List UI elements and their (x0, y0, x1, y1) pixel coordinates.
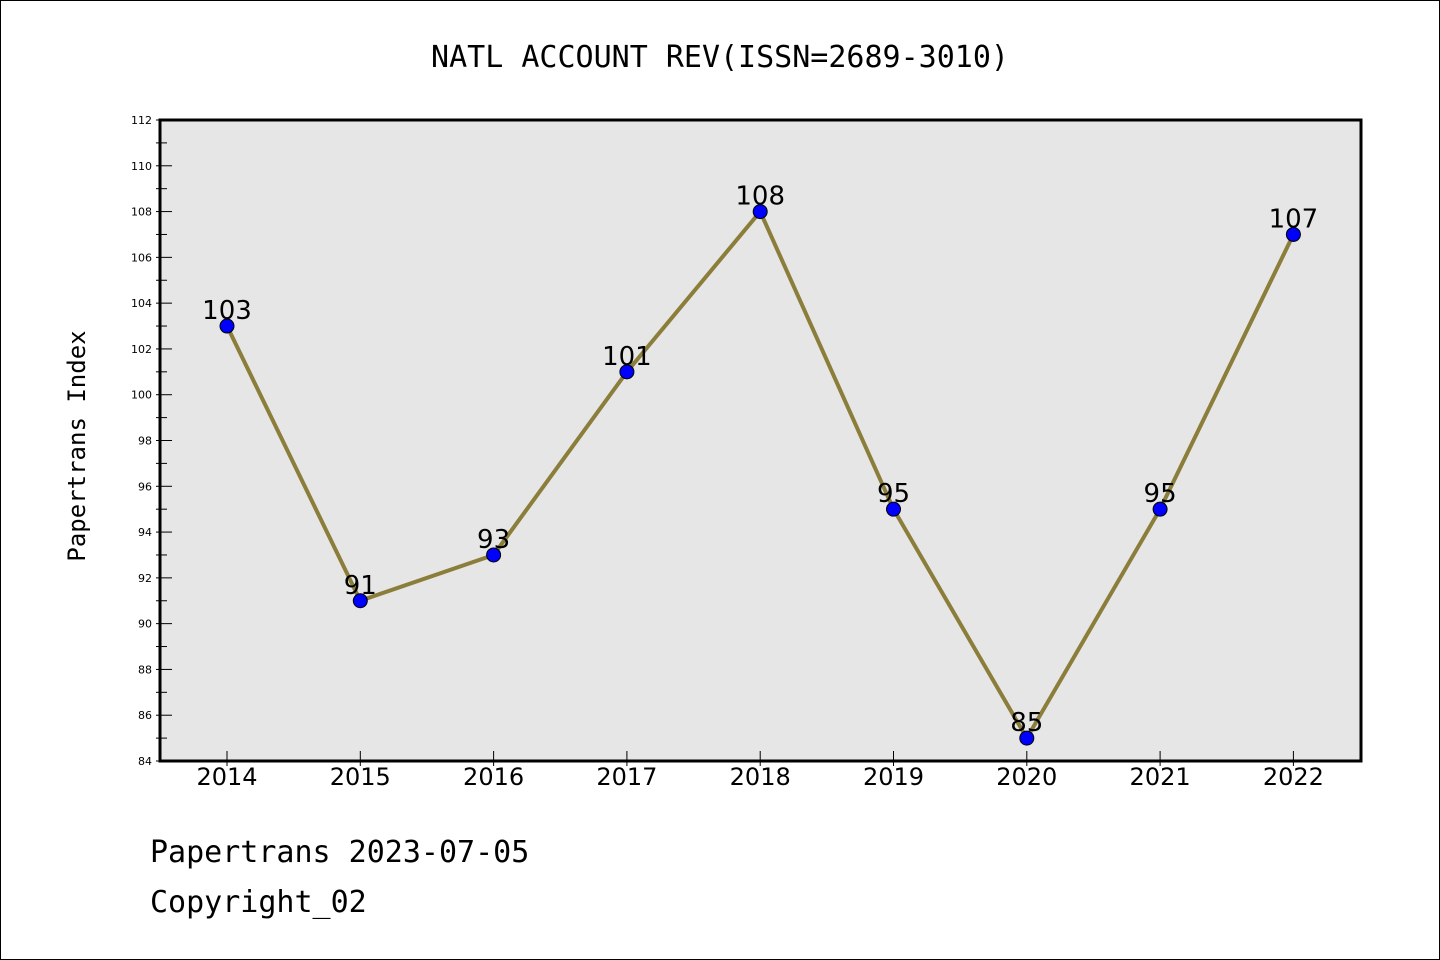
data-point (486, 547, 502, 563)
x-tick-label: 2021 (1130, 763, 1191, 791)
data-point (1285, 226, 1301, 242)
y-tick-label: 90 (138, 618, 152, 631)
data-point (1152, 501, 1168, 517)
y-tick-label: 110 (131, 160, 152, 173)
x-tick-label: 2022 (1263, 763, 1324, 791)
y-axis-ticks: 84 86 88 90 92 94 96 98 100 102 104 106 108 110 112 (131, 114, 172, 768)
x-tick-label: 2015 (330, 763, 391, 791)
y-tick-label: 106 (131, 251, 152, 264)
data-label: 91 (344, 571, 377, 601)
data-point (886, 501, 901, 517)
y-tick-label: 88 (138, 663, 152, 676)
data-label: 95 (877, 479, 910, 509)
y-tick-label: 96 (138, 480, 152, 493)
y-tick-label: 104 (131, 297, 152, 310)
y-tick-label: 112 (131, 114, 152, 127)
y-tick-label: 108 (131, 206, 152, 219)
data-label: 85 (1010, 708, 1043, 738)
y-tick-label: 92 (138, 572, 152, 585)
y-tick-label: 94 (138, 526, 152, 539)
y-tick-label: 100 (131, 389, 152, 402)
data-label: 95 (1144, 479, 1177, 509)
data-point (219, 318, 235, 334)
footer-copyright: Copyright_02 (150, 885, 367, 920)
y-tick-label: 84 (138, 755, 152, 768)
data-point (1019, 730, 1035, 746)
data-label: 103 (202, 296, 252, 326)
data-labels: 103 91 93 101 108 95 85 95 107 (202, 182, 1318, 739)
x-tick-label: 2019 (863, 763, 924, 791)
data-label: 108 (735, 182, 785, 212)
y-tick-label: 102 (131, 343, 152, 356)
data-point (752, 204, 768, 220)
series-group (219, 204, 1301, 746)
x-tick-label: 2016 (463, 763, 524, 791)
footer-source-date: Papertrans 2023-07-05 (150, 835, 530, 870)
x-tick-label: 2014 (196, 763, 257, 791)
x-axis-ticks: 2014 2015 2016 2017 2018 2019 2020 2021 2022 (196, 751, 1324, 791)
x-tick-label: 2018 (730, 763, 791, 791)
x-tick-label: 2020 (996, 763, 1057, 791)
data-point (619, 364, 635, 380)
chart-title: NATL ACCOUNT REV(ISSN=2689-3010) (431, 40, 1009, 75)
y-axis-label: Papertrans Index (63, 330, 91, 561)
data-label: 93 (477, 525, 510, 555)
data-point (352, 593, 368, 609)
x-tick-label: 2017 (596, 763, 657, 791)
plot-area (158, 118, 1363, 763)
data-label: 101 (602, 342, 652, 372)
y-tick-label: 86 (138, 709, 152, 722)
y-tick-label: 98 (138, 435, 152, 448)
data-label: 107 (1269, 204, 1319, 234)
